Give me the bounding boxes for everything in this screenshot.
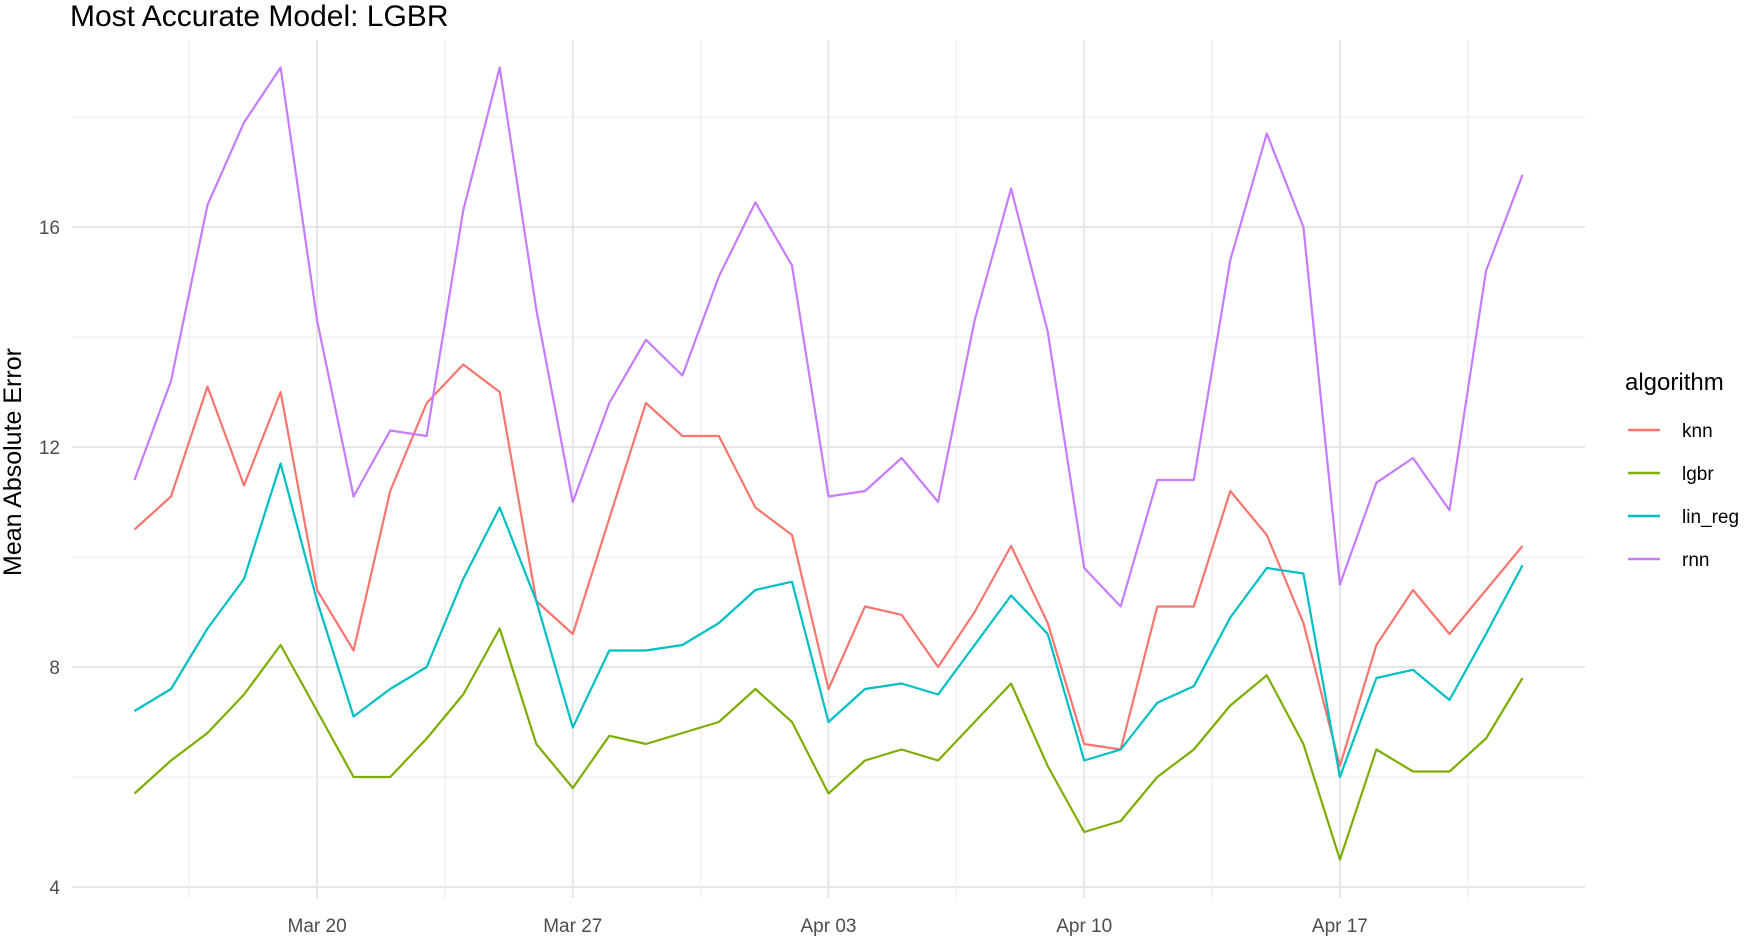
series-line-lin_reg (133, 462, 1524, 779)
series-line-rnn (133, 66, 1524, 608)
y-axis-label: Mean Absolute Error (0, 348, 27, 576)
legend-label-lgbr: lgbr (1682, 464, 1714, 485)
series-line-lgbr (133, 627, 1524, 861)
grid-lines (72, 40, 1585, 898)
legend-title: algorithm (1625, 369, 1724, 396)
x-tick-label: Mar 20 (288, 916, 347, 937)
y-tick-label: 12 (39, 438, 60, 459)
legend-label-knn: knn (1682, 421, 1713, 442)
y-axis-ticks: 4 8 12 16 (39, 218, 61, 899)
chart-title: Most Accurate Model: LGBR (70, 0, 449, 33)
legend-label-lin_reg: lin_reg (1682, 507, 1739, 528)
y-tick-label: 16 (39, 218, 60, 239)
x-tick-label: Apr 17 (1312, 916, 1368, 937)
x-tick-label: Apr 03 (801, 916, 857, 937)
x-tick-label: Mar 27 (543, 916, 602, 937)
y-tick-label: 4 (49, 878, 60, 899)
x-axis-ticks: Mar 20 Mar 27 Apr 03 Apr 10 Apr 17 (288, 916, 1368, 937)
legend-label-rnn: rnn (1682, 550, 1709, 571)
series-lines (133, 66, 1524, 861)
y-tick-label: 8 (49, 658, 60, 679)
x-tick-label: Apr 10 (1056, 916, 1112, 937)
series-line-knn (133, 363, 1524, 768)
